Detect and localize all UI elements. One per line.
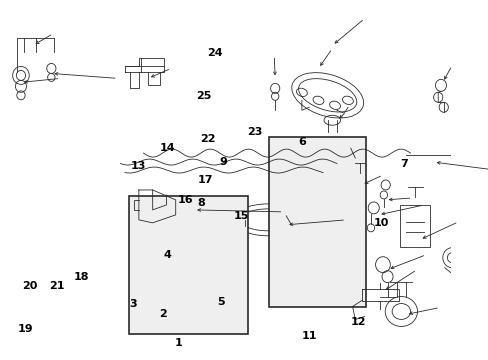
Text: 14: 14 xyxy=(159,143,175,153)
Text: 21: 21 xyxy=(49,281,64,291)
Text: 5: 5 xyxy=(217,297,225,307)
Text: 6: 6 xyxy=(298,138,306,147)
Bar xyxy=(268,137,365,307)
Text: 12: 12 xyxy=(350,317,366,327)
Text: 25: 25 xyxy=(195,91,211,101)
Text: 3: 3 xyxy=(129,299,137,309)
Text: 10: 10 xyxy=(373,218,388,228)
Text: 7: 7 xyxy=(399,159,407,169)
Bar xyxy=(400,205,429,247)
Bar xyxy=(129,196,248,334)
Text: 2: 2 xyxy=(159,310,166,319)
Text: 20: 20 xyxy=(22,281,38,291)
Text: 22: 22 xyxy=(200,134,215,144)
Text: 11: 11 xyxy=(301,331,316,341)
Text: 8: 8 xyxy=(197,198,204,208)
Text: 13: 13 xyxy=(130,161,145,171)
Text: 9: 9 xyxy=(219,157,227,167)
Text: 23: 23 xyxy=(247,127,263,136)
Text: 24: 24 xyxy=(206,48,222,58)
Text: 15: 15 xyxy=(233,211,249,221)
Text: 16: 16 xyxy=(177,195,193,205)
Text: 1: 1 xyxy=(174,338,182,348)
Text: 17: 17 xyxy=(198,175,213,185)
Text: 18: 18 xyxy=(74,272,89,282)
Text: 19: 19 xyxy=(18,324,33,334)
Text: 4: 4 xyxy=(163,250,171,260)
